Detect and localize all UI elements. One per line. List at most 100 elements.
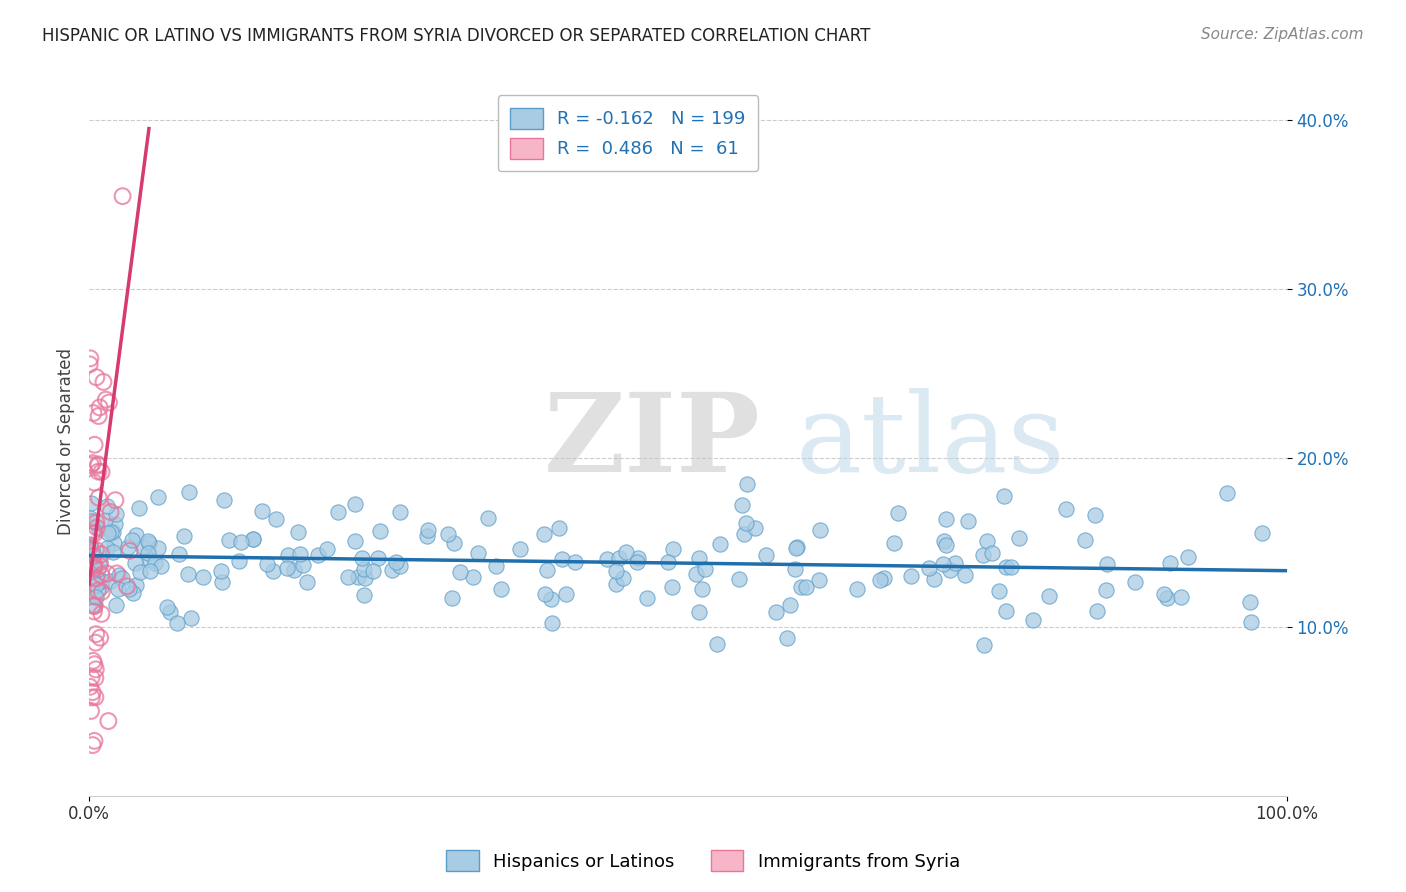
Point (808, 574, 831, 588)
Point (79, 511, 101, 525)
Point (84, 690, 107, 705)
Point (1095, 582, 1118, 597)
Point (84, 662, 107, 676)
Point (416, 523, 439, 537)
Point (177, 485, 200, 500)
Point (957, 514, 980, 528)
Point (688, 605, 710, 619)
Point (80, 690, 103, 705)
Point (79, 560, 101, 574)
Point (540, 615, 562, 630)
Point (1038, 589, 1060, 603)
Point (389, 505, 412, 519)
Point (485, 558, 508, 573)
Point (90, 581, 112, 595)
Point (228, 554, 250, 568)
Point (86, 571, 108, 585)
Point (972, 548, 994, 562)
Point (86, 520, 108, 534)
Point (98, 574, 121, 588)
Point (1007, 532, 1029, 546)
Point (869, 573, 891, 587)
Point (361, 564, 384, 578)
Point (779, 598, 801, 612)
Point (124, 556, 146, 570)
Point (193, 570, 215, 584)
Point (79, 514, 101, 528)
Point (794, 580, 817, 594)
Point (229, 534, 252, 549)
Point (125, 528, 148, 542)
Point (143, 556, 166, 570)
Point (883, 535, 905, 549)
Point (115, 579, 138, 593)
Point (1240, 615, 1263, 629)
Point (381, 563, 404, 577)
Point (83, 559, 105, 574)
Point (84, 591, 107, 605)
Point (283, 563, 305, 577)
Point (90, 568, 112, 582)
Point (326, 505, 349, 519)
Point (614, 545, 637, 559)
Point (89, 631, 111, 645)
Point (98, 395, 121, 409)
Point (87, 458, 110, 472)
Point (150, 558, 173, 573)
Point (292, 558, 315, 573)
Point (103, 536, 125, 550)
Point (307, 548, 329, 562)
Point (80, 458, 103, 472)
Point (467, 546, 489, 560)
Point (605, 576, 627, 591)
Point (103, 545, 125, 559)
Point (80, 704, 103, 718)
Point (744, 521, 766, 535)
Point (111, 571, 134, 585)
Point (922, 572, 945, 586)
Point (82, 456, 104, 470)
Point (111, 189, 134, 203)
Point (290, 547, 312, 561)
Point (987, 584, 1010, 599)
Point (105, 598, 128, 612)
Point (89, 401, 111, 415)
Point (1123, 575, 1146, 590)
Point (82, 599, 104, 613)
Point (692, 582, 714, 596)
Point (132, 540, 155, 554)
Point (104, 493, 127, 508)
Point (728, 572, 751, 586)
Point (86, 370, 108, 384)
Point (1000, 560, 1022, 574)
Point (79, 680, 101, 694)
Point (548, 521, 571, 535)
Point (995, 559, 1018, 574)
Point (156, 599, 179, 614)
Point (80, 671, 103, 685)
Point (596, 552, 619, 566)
Point (83, 575, 105, 590)
Point (211, 575, 233, 590)
Point (122, 586, 145, 600)
Point (352, 551, 374, 566)
Point (688, 551, 710, 566)
Point (139, 553, 162, 567)
Point (105, 566, 128, 581)
Point (83, 438, 105, 452)
Point (783, 562, 806, 576)
Point (100, 505, 122, 519)
Point (83, 604, 105, 618)
Point (90, 465, 112, 479)
Point (536, 563, 558, 577)
Point (121, 533, 143, 548)
Point (555, 586, 578, 600)
Point (87, 409, 110, 423)
Point (146, 490, 169, 504)
Point (731, 498, 754, 512)
Point (368, 524, 391, 539)
Point (1159, 556, 1181, 570)
Point (993, 489, 1015, 503)
Point (1085, 604, 1108, 618)
Point (354, 571, 377, 585)
